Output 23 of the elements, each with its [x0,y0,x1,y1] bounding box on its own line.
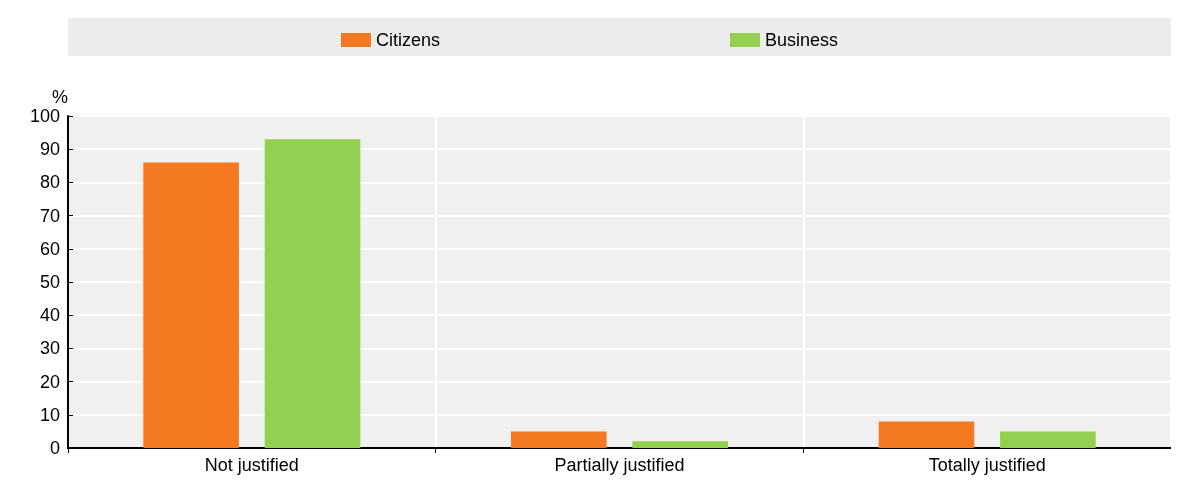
bar [1000,431,1096,448]
y-tick-label: 20 [39,371,60,392]
legend-label: Business [764,30,839,50]
bar [632,441,728,448]
x-tick-label: Not justified [204,455,299,475]
y-tick-label: 80 [39,172,60,193]
y-tick-label: 90 [39,139,60,160]
y-tick-label: 0 [49,438,60,458]
bar [878,421,975,448]
y-tick-label: 70 [39,205,60,226]
x-tick-label: Partially justified [554,455,685,475]
y-tick-label: 10 [39,404,60,425]
y-tick-label: 40 [39,305,60,326]
y-tick-label: 50 [39,272,60,292]
y-tick-label: 30 [39,338,60,359]
legend-label: Citizens [375,30,440,50]
bar [264,139,361,448]
y-axis-title: % [51,87,68,107]
bar [511,431,607,448]
y-tick-label: 60 [39,238,60,259]
x-tick-label: Totally justified [928,455,1046,475]
y-tick-label: 100 [29,106,60,126]
bar [143,162,239,448]
